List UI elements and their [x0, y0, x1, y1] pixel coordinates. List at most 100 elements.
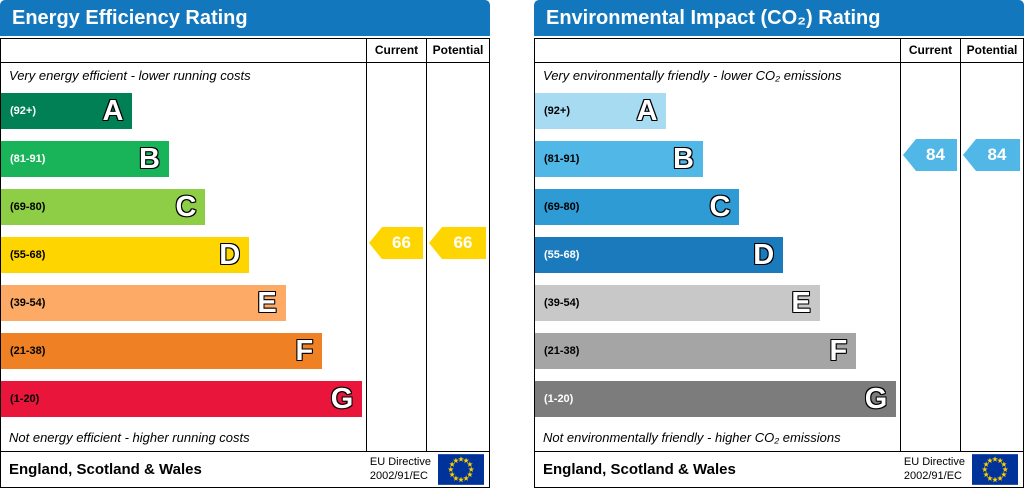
energy-chart-title: Energy Efficiency Rating: [0, 0, 490, 36]
chart-body: Very environmentally friendly - lower CO…: [535, 63, 1023, 451]
band-letter: C: [709, 191, 731, 223]
band-letter: G: [330, 383, 354, 415]
current-rating-value: 84: [926, 145, 945, 164]
potential-rating-value: 66: [453, 233, 473, 252]
top-caption: Very environmentally friendly - lower CO…: [543, 68, 842, 83]
band-letter: F: [295, 335, 314, 367]
band-bar-d: (55-68) D: [535, 237, 784, 273]
rating-bands: (92+) A (81-91) B (69-80) C (55-68) D (39-54…: [1, 89, 366, 425]
band-row-c: (69-80) C: [535, 189, 900, 233]
band-row-f: (21-38) F: [1, 333, 366, 377]
top-caption: Very energy efficient - lower running co…: [9, 68, 251, 83]
rating-bands: (92+) A (81-91) B (69-80) C (55-68) D (39-54…: [535, 89, 900, 425]
band-row-d: (55-68) D: [535, 237, 900, 281]
band-bar-f: (21-38) F: [535, 333, 857, 369]
band-letter: E: [257, 287, 277, 319]
eu-flag-icon: [972, 454, 1018, 485]
current-column-header: Current: [367, 39, 427, 62]
current-rating-arrow: 66: [369, 227, 423, 259]
band-range-label: (1-20): [10, 393, 40, 405]
current-rating-value: 66: [392, 233, 411, 252]
potential-column: 66: [427, 63, 489, 451]
band-letter: E: [791, 287, 811, 319]
band-row-d: (55-68) D: [1, 237, 366, 281]
band-range-label: (21-38): [544, 345, 580, 357]
eu-directive-line2: 2002/91/EC: [903, 469, 962, 482]
potential-column-header: Potential: [432, 43, 484, 57]
band-bar-d: (55-68) D: [1, 237, 250, 273]
co2-chart-title: Environmental Impact (CO₂) Rating: [534, 0, 1024, 36]
spacer-cell: [1, 39, 367, 62]
band-range-label: (55-68): [10, 249, 46, 261]
band-range-label: (55-68): [544, 249, 580, 261]
chart-body: Very energy efficient - lower running co…: [1, 63, 489, 451]
region-label: England, Scotland & Wales: [9, 461, 202, 478]
band-row-e: (39-54) E: [535, 285, 900, 329]
band-range-label: (81-91): [544, 153, 580, 165]
eu-directive-line1: EU Directive: [369, 455, 431, 468]
band-row-e: (39-54) E: [1, 285, 366, 329]
band-bar-a: (92+) A: [535, 93, 667, 129]
eu-flag-icon: [438, 454, 484, 485]
band-row-f: (21-38) F: [535, 333, 900, 377]
eu-directive-line2: 2002/91/EC: [369, 469, 428, 482]
band-row-c: (69-80) C: [1, 189, 366, 233]
band-bar-c: (69-80) C: [535, 189, 740, 225]
band-range-label: (39-54): [544, 297, 580, 309]
band-row-a: (92+) A: [535, 93, 900, 137]
column-header-row: Current Potential: [1, 39, 489, 63]
band-letter: D: [753, 239, 775, 271]
bottom-caption: Not energy efficient - higher running co…: [9, 430, 250, 445]
energy-efficiency-chart: Energy Efficiency Rating Current Potenti…: [0, 0, 490, 488]
band-bar-a: (92+) A: [1, 93, 133, 129]
band-row-b: (81-91) B: [535, 141, 900, 185]
bands-area: Very environmentally friendly - lower CO…: [535, 63, 901, 451]
bands-area: Very energy efficient - lower running co…: [1, 63, 367, 451]
band-letter: B: [138, 143, 160, 175]
band-bar-e: (39-54) E: [1, 285, 286, 321]
band-row-g: (1-20) G: [1, 381, 366, 425]
potential-column-header: Potential: [966, 43, 1018, 57]
co2-rating-table: Current Potential Very environmentally f…: [534, 38, 1024, 488]
column-header-row: Current Potential: [535, 39, 1023, 63]
band-range-label: (92+): [10, 105, 36, 117]
band-bar-b: (81-91) B: [535, 141, 703, 177]
band-range-label: (81-91): [10, 153, 46, 165]
chart-footer: England, Scotland & Wales EU Directive 2…: [1, 451, 489, 487]
spacer-cell: [535, 39, 901, 62]
band-letter: C: [175, 191, 197, 223]
band-range-label: (69-80): [10, 201, 46, 213]
band-bar-g: (1-20) G: [1, 381, 363, 417]
region-label: England, Scotland & Wales: [543, 461, 736, 478]
bottom-caption: Not environmentally friendly - higher CO…: [543, 430, 841, 445]
band-bar-b: (81-91) B: [1, 141, 169, 177]
current-column: 84: [901, 63, 961, 451]
band-letter: G: [864, 383, 888, 415]
chart-footer: England, Scotland & Wales EU Directive 2…: [535, 451, 1023, 487]
band-row-b: (81-91) B: [1, 141, 366, 185]
band-row-a: (92+) A: [1, 93, 366, 137]
current-column: 66: [367, 63, 427, 451]
potential-column: 84: [961, 63, 1023, 451]
current-column-header: Current: [901, 39, 961, 62]
band-letter: D: [219, 239, 241, 271]
band-range-label: (1-20): [544, 393, 574, 405]
band-letter: A: [102, 95, 124, 127]
eu-directive-line1: EU Directive: [903, 455, 965, 468]
band-row-g: (1-20) G: [535, 381, 900, 425]
band-range-label: (21-38): [10, 345, 46, 357]
band-bar-e: (39-54) E: [535, 285, 820, 321]
band-range-label: (92+): [544, 105, 570, 117]
potential-rating-value: 84: [987, 145, 1007, 164]
potential-rating-arrow: 84: [963, 139, 1020, 171]
environmental-impact-chart: Environmental Impact (CO₂) Rating Curren…: [534, 0, 1024, 488]
band-letter: F: [829, 335, 848, 367]
energy-rating-table: Current Potential Very energy efficient …: [0, 38, 490, 488]
band-range-label: (39-54): [10, 297, 46, 309]
band-letter: B: [672, 143, 694, 175]
band-bar-c: (69-80) C: [1, 189, 206, 225]
band-range-label: (69-80): [544, 201, 580, 213]
band-bar-g: (1-20) G: [535, 381, 897, 417]
potential-rating-arrow: 66: [429, 227, 486, 259]
